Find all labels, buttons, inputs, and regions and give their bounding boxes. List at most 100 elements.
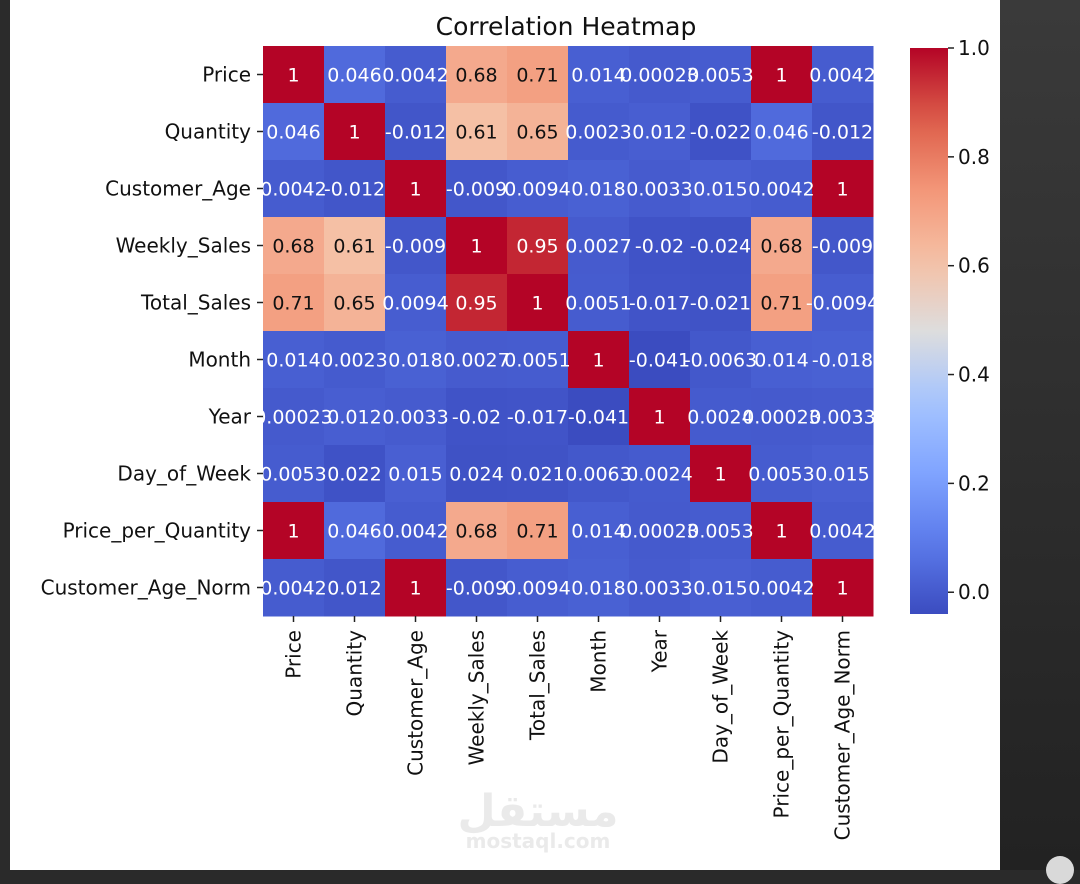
heatmap-cell — [385, 502, 447, 560]
column-label: Quantity — [343, 630, 367, 717]
heatmap-cell — [446, 388, 508, 446]
heatmap-cell — [629, 103, 691, 161]
cell-annotation: 0.0042 — [809, 521, 875, 543]
heatmap-cell — [568, 274, 630, 332]
cell-annotation: -0.022 — [690, 122, 751, 144]
heatmap-cell — [263, 445, 325, 503]
cell-annotation: 1 — [653, 407, 665, 429]
heatmap-cell — [385, 274, 447, 332]
colorbar-tick-label: 0.2 — [958, 471, 990, 495]
cell-annotation: 0.024 — [449, 464, 503, 486]
cell-annotation: 0.95 — [516, 236, 558, 258]
cell-annotation: 0.0024 — [687, 407, 753, 429]
heatmap-cell — [812, 331, 874, 389]
heatmap-cell — [507, 559, 569, 617]
heatmap-cell — [263, 388, 325, 446]
cell-annotation: 0.68 — [760, 236, 802, 258]
heatmap-cell — [263, 217, 325, 275]
column-labels: Price Quantity Customer_Age Weekly_Sales Tot… — [282, 616, 855, 840]
row-label: Customer_Age — [105, 177, 251, 201]
cell-annotation: 0.0051 — [565, 293, 631, 315]
cell-annotation: 0.014 — [571, 521, 625, 543]
cell-annotation: 1 — [409, 578, 421, 600]
heatmap-cell — [446, 331, 508, 389]
cell-annotation: -0.009 — [446, 179, 507, 201]
left-border-strip — [0, 0, 10, 870]
heatmap-cell — [629, 331, 691, 389]
colorbar-tick-label: 0.8 — [958, 145, 990, 169]
cell-annotation: -0.0094 — [806, 293, 879, 315]
colorbar-gradient — [910, 48, 948, 614]
column-label: Customer_Age — [404, 630, 428, 776]
cell-annotation: 0.012 — [327, 407, 381, 429]
heatmap-cell — [812, 502, 874, 560]
heatmap-cell — [507, 445, 569, 503]
heatmap-cell — [812, 274, 874, 332]
heatmap-cell — [751, 103, 813, 161]
cell-annotation: 0.012 — [327, 578, 381, 600]
heatmap-cell — [629, 274, 691, 332]
heatmap-cell — [263, 103, 325, 161]
heatmap-cell — [446, 217, 508, 275]
colorbar-tick-label: 0.4 — [958, 363, 990, 387]
cell-annotation: 0.68 — [455, 65, 497, 87]
cell-annotation: 0.71 — [760, 293, 802, 315]
heatmap-cell — [263, 160, 325, 218]
heatmap-cell — [812, 388, 874, 446]
row-label: Day_of_Week — [117, 462, 251, 486]
cell-annotation: 0.65 — [516, 122, 558, 144]
cell-annotation: 0.015 — [815, 464, 869, 486]
cell-annotation: 0.0042 — [382, 65, 448, 87]
cell-annotation: 0.014 — [571, 65, 625, 87]
corner-scroll-dot — [1046, 856, 1074, 884]
row-label: Price — [202, 63, 251, 87]
cell-annotation: 0.046 — [327, 521, 381, 543]
heatmap-cell — [324, 388, 386, 446]
heatmap-cell — [385, 331, 447, 389]
heatmap-cell — [324, 445, 386, 503]
cell-annotation: 0.015 — [693, 179, 747, 201]
heatmap-cell — [385, 217, 447, 275]
heatmap-cell — [812, 160, 874, 218]
heatmap-cell — [690, 46, 752, 104]
cell-annotation: 0.021 — [510, 464, 564, 486]
cell-annotation: 0.015 — [388, 464, 442, 486]
cell-annotation: 0.0027 — [443, 350, 509, 372]
heatmap-cell — [751, 46, 813, 104]
heatmap-cell — [629, 502, 691, 560]
heatmap-cell — [751, 331, 813, 389]
cell-annotation: 1 — [836, 578, 848, 600]
column-label: Month — [587, 630, 611, 693]
heatmap-cell — [324, 559, 386, 617]
heatmap-cell — [751, 160, 813, 218]
heatmap-cell — [263, 46, 325, 104]
heatmap-cell — [629, 388, 691, 446]
cell-annotation: -0.009 — [812, 236, 873, 258]
heatmap-cell — [324, 46, 386, 104]
cell-annotation: 0.00023 — [620, 65, 699, 87]
cell-annotation: 0.61 — [333, 236, 375, 258]
heatmap-cell — [629, 559, 691, 617]
heatmap-cell — [507, 274, 569, 332]
right-border-strip — [1000, 0, 1080, 870]
heatmap-cell — [812, 217, 874, 275]
heatmap-cell — [507, 502, 569, 560]
cell-annotation: 1 — [409, 179, 421, 201]
cell-annotation: 0.0042 — [748, 578, 814, 600]
heatmap-cell — [324, 217, 386, 275]
column-label: Weekly_Sales — [465, 630, 489, 765]
row-label: Total_Sales — [140, 291, 251, 315]
cell-annotation: 0.0094 — [504, 578, 570, 600]
heatmap-cell — [263, 331, 325, 389]
cell-annotation: 0.0033 — [626, 578, 692, 600]
cell-annotation: 1 — [470, 236, 482, 258]
row-label: Price_per_Quantity — [63, 519, 252, 543]
heatmap-cell — [446, 103, 508, 161]
heatmap-cell — [324, 160, 386, 218]
heatmap-cell — [446, 160, 508, 218]
cell-annotation: 0.71 — [516, 521, 558, 543]
cell-annotation: 1 — [287, 521, 299, 543]
cell-annotation: 0.0053 — [748, 464, 814, 486]
heatmap-cell — [690, 103, 752, 161]
cell-annotation: 0.018 — [571, 179, 625, 201]
